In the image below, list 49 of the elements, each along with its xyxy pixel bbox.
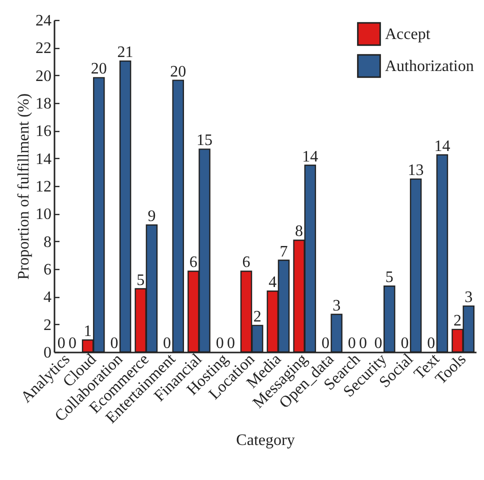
data-label: 13	[408, 162, 424, 180]
data-label: 20	[90, 60, 107, 78]
data-label: 0	[358, 335, 367, 352]
y-tick-label: 24	[36, 12, 52, 30]
y-tick-label: 22	[36, 40, 52, 58]
y-tick-label: 16	[36, 123, 52, 140]
data-label: 7	[280, 243, 288, 260]
data-label: 6	[189, 254, 198, 272]
data-label: 2	[454, 312, 462, 330]
y-tick-label: 12	[36, 178, 52, 196]
data-label: 0	[68, 335, 76, 352]
data-label: 14	[434, 138, 450, 155]
y-tick-label: 6	[44, 262, 52, 278]
data-label: 0	[216, 335, 224, 352]
y-tick-label: 4	[44, 289, 52, 306]
data-label: 0	[57, 335, 66, 352]
data-label: 0	[226, 335, 235, 352]
data-label: 0	[400, 335, 409, 352]
data-label: 2	[253, 308, 262, 326]
data-label: 0	[374, 335, 382, 352]
data-label: 3	[464, 289, 473, 306]
data-label: 0	[110, 335, 118, 352]
data-label: 9	[148, 208, 156, 226]
data-label: 4	[268, 274, 277, 292]
y-tick-label: 0	[44, 344, 52, 362]
data-label: 0	[427, 335, 436, 352]
data-label: 15	[196, 132, 213, 150]
y-tick-label: 18	[36, 96, 52, 112]
y-tick-label: 10	[36, 206, 52, 224]
data-label: 6	[242, 254, 250, 272]
data-label: 0	[321, 335, 330, 352]
y-axis-title: Proportion of fulfillment (%)	[16, 93, 32, 280]
data-label: 5	[136, 272, 145, 289]
y-tick-label: 2	[44, 316, 52, 334]
data-label: 8	[295, 223, 304, 240]
data-label: 1	[84, 322, 92, 340]
y-tick-label: 8	[44, 234, 52, 251]
x-axis-title: Category	[236, 432, 295, 450]
data-label: 14	[302, 148, 318, 166]
data-label: 0	[163, 335, 172, 352]
data-label: 3	[332, 297, 341, 314]
legend-label: Authorization	[385, 58, 474, 75]
data-label: 0	[348, 335, 356, 352]
data-label: 20	[170, 63, 186, 80]
legend-label: Accept	[385, 26, 431, 43]
y-tick-label: 14	[36, 150, 52, 168]
y-tick-label: 20	[36, 68, 52, 85]
data-label: 21	[117, 44, 134, 62]
data-label: 5	[385, 269, 394, 286]
